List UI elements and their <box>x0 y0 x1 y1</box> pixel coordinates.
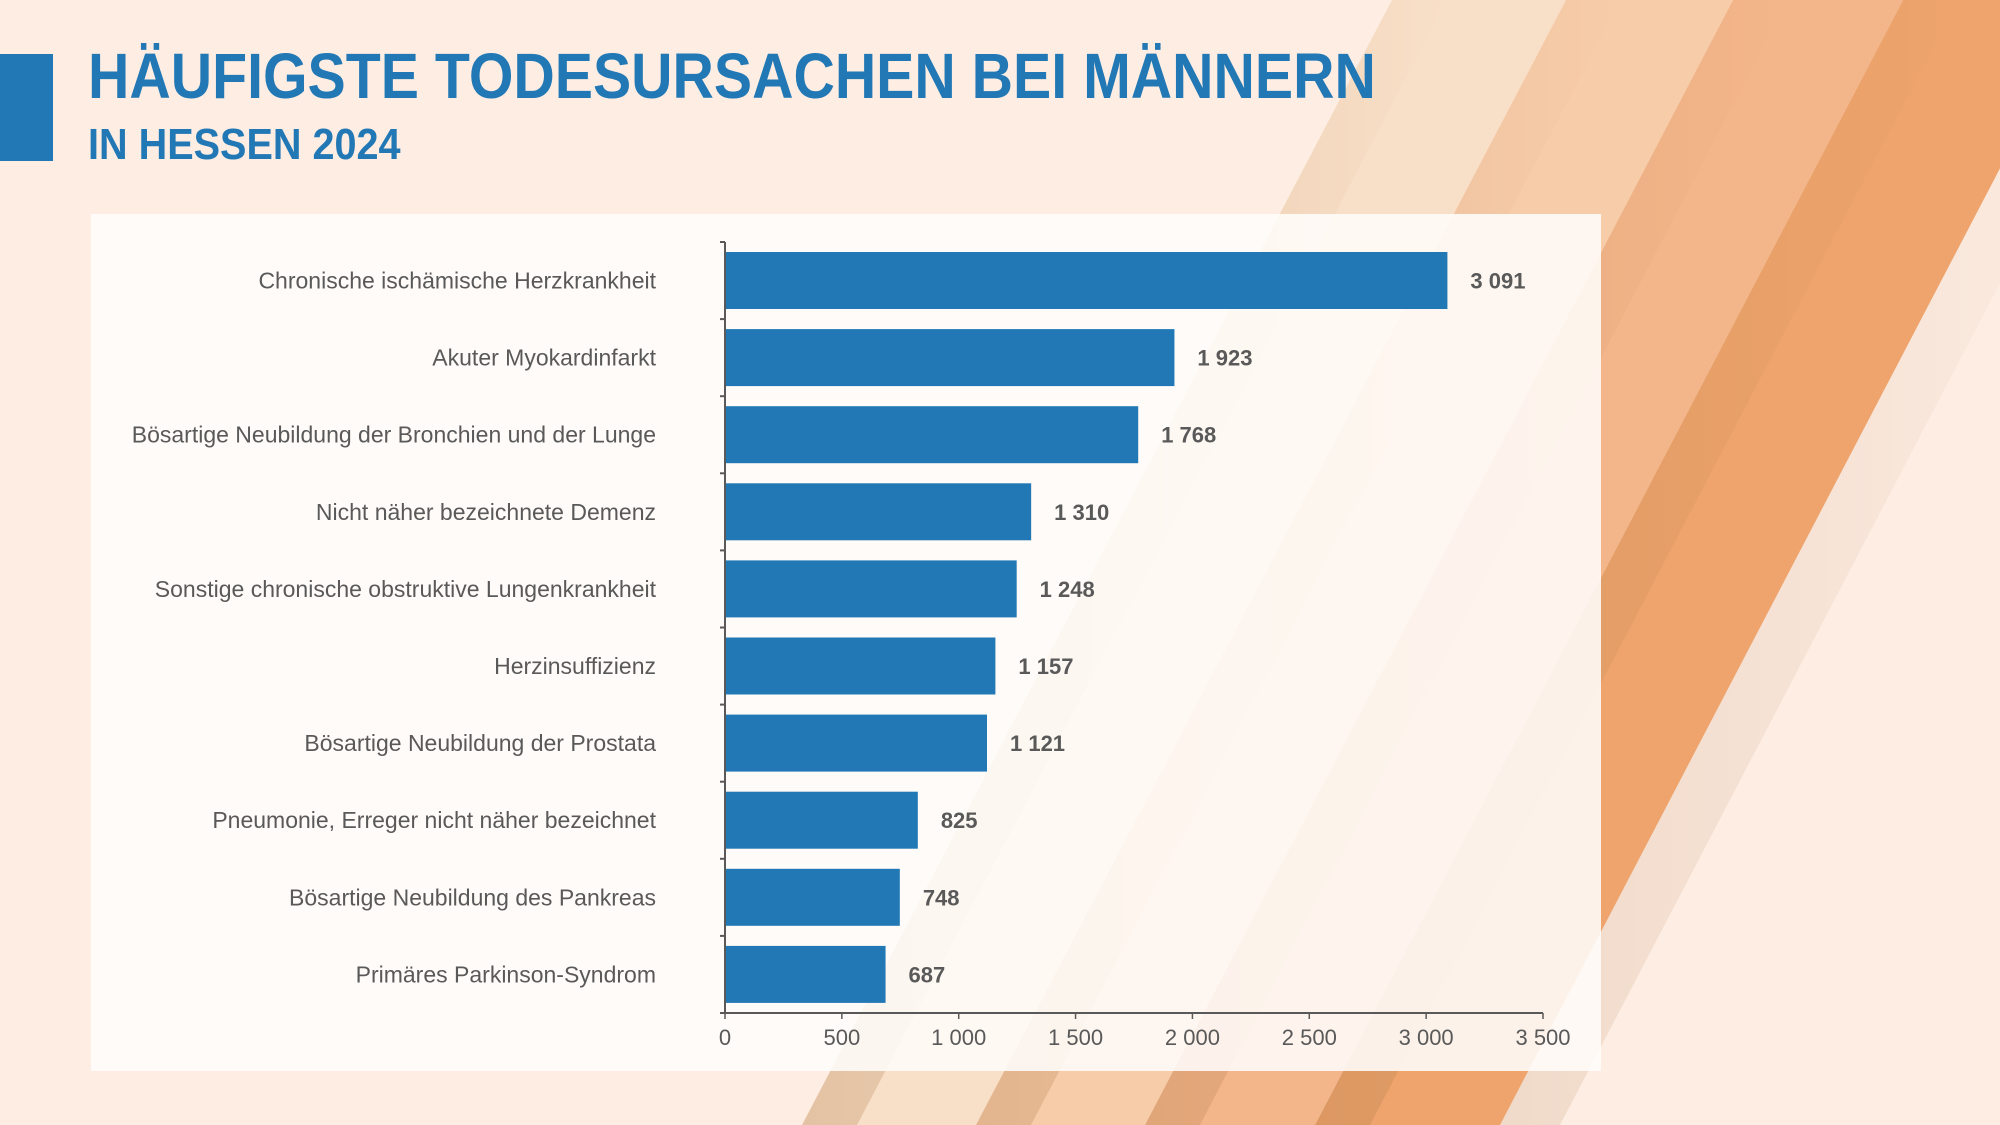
value-label: 687 <box>909 962 946 987</box>
x-tick-label: 2 000 <box>1165 1025 1220 1050</box>
value-label: 1 121 <box>1010 731 1065 756</box>
value-label: 1 310 <box>1054 500 1109 525</box>
category-label: Chronische ischämische Herzkrankheit <box>258 268 656 294</box>
x-tick-label: 0 <box>719 1025 731 1050</box>
category-label: Herzinsuffizienz <box>494 653 656 679</box>
value-label: 1 157 <box>1018 654 1073 679</box>
x-tick-label: 500 <box>823 1025 860 1050</box>
value-label: 825 <box>941 808 978 833</box>
x-tick-label: 1 500 <box>1048 1025 1103 1050</box>
category-label: Nicht näher bezeichnete Demenz <box>316 499 656 525</box>
bar <box>725 868 900 926</box>
stripe-shadow <box>1500 168 2000 1125</box>
bar <box>725 406 1139 464</box>
bars-group <box>725 252 1448 1003</box>
value-label: 1 923 <box>1197 346 1252 371</box>
value-label: 1 768 <box>1161 423 1216 448</box>
category-label: Akuter Myokardinfarkt <box>432 345 656 371</box>
bar <box>725 252 1448 309</box>
category-label: Sonstige chronische obstruktive Lungenkr… <box>155 576 657 602</box>
bar <box>725 714 987 772</box>
value-labels: 3 091 1 923 1 768 1 310 1 248 1 157 1 121 825 74… <box>909 269 1526 988</box>
bar <box>725 560 1017 618</box>
category-label: Bösartige Neubildung der Bronchien und d… <box>132 422 656 448</box>
x-tick-label: 3 500 <box>1515 1025 1570 1050</box>
title-accent-bar <box>0 54 53 161</box>
x-tick-label: 3 000 <box>1399 1025 1454 1050</box>
value-label: 3 091 <box>1470 269 1525 294</box>
page-title: HÄUFIGSTE TODESURSACHEN BEI MÄNNERN <box>88 40 1376 112</box>
x-tick-label: 2 500 <box>1282 1025 1337 1050</box>
bar <box>725 483 1032 541</box>
category-label: Bösartige Neubildung der Prostata <box>304 730 656 756</box>
value-label: 1 248 <box>1040 577 1095 602</box>
bar <box>725 945 886 1003</box>
category-label: Bösartige Neubildung des Pankreas <box>289 884 656 910</box>
page-subtitle: IN HESSEN 2024 <box>88 120 401 169</box>
category-label: Pneumonie, Erreger nicht näher bezeichne… <box>212 807 656 833</box>
category-labels: Chronische ischämische Herzkrankheit Akut… <box>132 268 657 988</box>
x-tick-label: 1 000 <box>931 1025 986 1050</box>
value-label: 748 <box>923 885 960 910</box>
bar <box>725 329 1175 387</box>
category-label: Primäres Parkinson-Syndrom <box>356 961 656 987</box>
bar <box>725 791 918 849</box>
axes: 0 500 1 000 1 500 2 000 2 500 3 000 3 500 <box>719 241 1571 1050</box>
bar <box>725 637 996 695</box>
